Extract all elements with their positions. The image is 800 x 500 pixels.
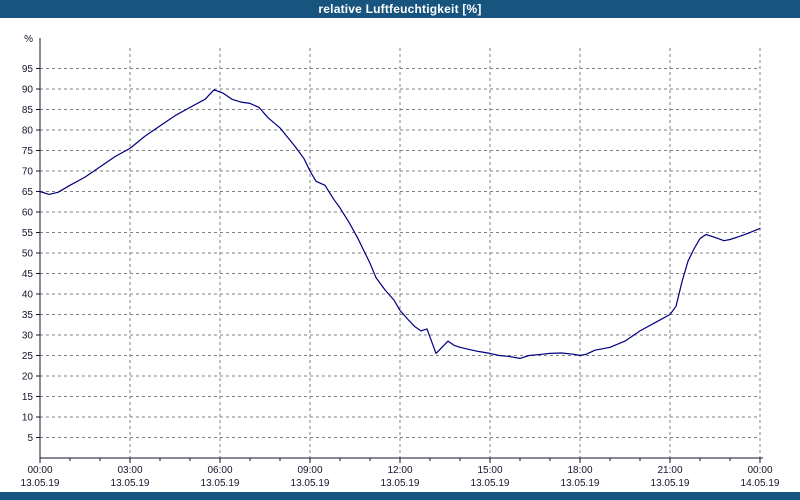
svg-text:60: 60 bbox=[22, 208, 34, 219]
svg-text:90: 90 bbox=[22, 85, 34, 96]
svg-text:00:00: 00:00 bbox=[747, 465, 772, 476]
svg-text:13.05.19: 13.05.19 bbox=[561, 478, 600, 489]
svg-text:%: % bbox=[24, 34, 33, 45]
svg-text:13.05.19: 13.05.19 bbox=[201, 478, 240, 489]
chart-title: relative Luftfeuchtigkeit [%] bbox=[318, 2, 482, 16]
svg-text:03:00: 03:00 bbox=[117, 465, 142, 476]
svg-text:30: 30 bbox=[22, 331, 34, 342]
svg-text:09:00: 09:00 bbox=[297, 465, 322, 476]
svg-text:13.05.19: 13.05.19 bbox=[381, 478, 420, 489]
svg-text:18:00: 18:00 bbox=[567, 465, 592, 476]
svg-text:65: 65 bbox=[22, 187, 34, 198]
svg-text:21:00: 21:00 bbox=[657, 465, 682, 476]
svg-text:70: 70 bbox=[22, 167, 34, 178]
svg-text:55: 55 bbox=[22, 228, 34, 239]
svg-text:12:00: 12:00 bbox=[387, 465, 412, 476]
svg-text:35: 35 bbox=[22, 310, 34, 321]
svg-text:13.05.19: 13.05.19 bbox=[651, 478, 690, 489]
svg-text:13.05.19: 13.05.19 bbox=[111, 478, 150, 489]
svg-text:80: 80 bbox=[22, 126, 34, 137]
svg-text:75: 75 bbox=[22, 146, 34, 157]
svg-text:25: 25 bbox=[22, 351, 34, 362]
bottom-bar bbox=[0, 492, 800, 500]
svg-text:15: 15 bbox=[22, 392, 34, 403]
svg-text:95: 95 bbox=[22, 64, 34, 75]
svg-text:14.05.19: 14.05.19 bbox=[741, 478, 780, 489]
title-bar: relative Luftfeuchtigkeit [%] bbox=[0, 0, 800, 18]
svg-text:13.05.19: 13.05.19 bbox=[21, 478, 60, 489]
svg-text:00:00: 00:00 bbox=[27, 465, 52, 476]
svg-text:85: 85 bbox=[22, 105, 34, 116]
svg-text:13.05.19: 13.05.19 bbox=[471, 478, 510, 489]
svg-text:10: 10 bbox=[22, 413, 34, 424]
svg-text:15:00: 15:00 bbox=[477, 465, 502, 476]
svg-text:50: 50 bbox=[22, 249, 34, 260]
svg-text:13.05.19: 13.05.19 bbox=[291, 478, 330, 489]
svg-text:06:00: 06:00 bbox=[207, 465, 232, 476]
svg-text:20: 20 bbox=[22, 372, 34, 383]
svg-text:45: 45 bbox=[22, 269, 34, 280]
svg-text:5: 5 bbox=[27, 433, 33, 444]
svg-text:40: 40 bbox=[22, 290, 34, 301]
